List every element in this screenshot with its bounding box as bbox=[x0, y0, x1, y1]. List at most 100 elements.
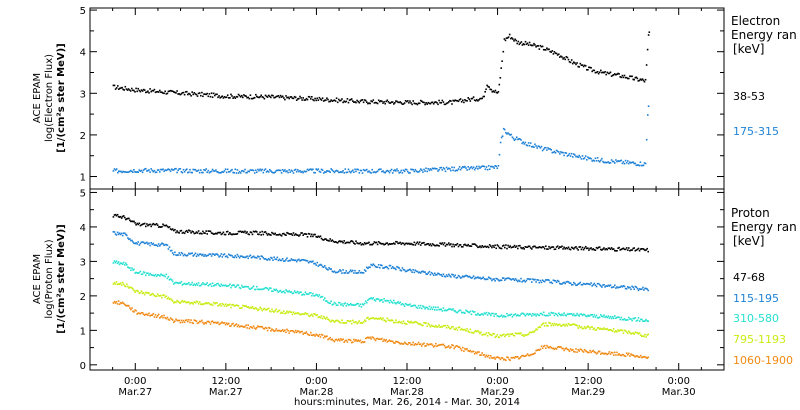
data-point bbox=[606, 285, 609, 287]
data-point bbox=[338, 171, 340, 174]
data-point bbox=[217, 96, 219, 99]
data-point bbox=[627, 332, 629, 335]
data-point bbox=[114, 283, 117, 285]
data-point bbox=[605, 315, 607, 318]
data-point bbox=[608, 162, 611, 164]
data-point bbox=[446, 309, 449, 311]
data-point bbox=[588, 66, 590, 69]
data-point bbox=[214, 233, 216, 235]
data-point bbox=[499, 334, 502, 336]
data-point bbox=[256, 285, 258, 288]
data-point bbox=[410, 269, 412, 272]
data-point bbox=[283, 260, 285, 262]
data-point bbox=[532, 278, 534, 280]
data-point bbox=[528, 41, 531, 44]
data-point bbox=[480, 97, 482, 100]
data-point bbox=[156, 274, 159, 276]
data-point bbox=[215, 284, 217, 286]
data-point bbox=[467, 350, 469, 352]
data-point bbox=[397, 170, 399, 172]
data-point bbox=[260, 234, 262, 236]
data-point bbox=[418, 102, 421, 105]
data-point bbox=[533, 146, 535, 148]
data-point bbox=[122, 302, 125, 305]
data-point bbox=[459, 168, 462, 171]
data-point bbox=[520, 313, 522, 316]
data-point bbox=[502, 50, 505, 53]
data-point bbox=[514, 138, 517, 140]
data-point bbox=[430, 244, 433, 247]
data-point bbox=[275, 234, 278, 236]
data-point bbox=[541, 45, 544, 48]
data-point bbox=[562, 347, 564, 350]
data-point bbox=[170, 168, 173, 170]
data-point bbox=[411, 322, 413, 324]
data-point bbox=[434, 272, 436, 275]
data-point bbox=[146, 313, 148, 316]
data-point bbox=[577, 314, 579, 316]
data-point bbox=[452, 169, 454, 172]
data-point bbox=[632, 161, 634, 163]
data-point bbox=[183, 282, 186, 285]
data-point bbox=[550, 346, 552, 349]
data-point bbox=[560, 55, 562, 57]
data-point bbox=[206, 171, 208, 174]
data-point bbox=[581, 284, 584, 286]
data-point bbox=[437, 306, 439, 309]
data-point bbox=[622, 161, 625, 163]
data-point bbox=[368, 298, 370, 300]
data-point bbox=[548, 48, 550, 50]
data-point bbox=[306, 333, 309, 335]
data-point bbox=[505, 359, 507, 362]
data-point bbox=[624, 355, 627, 357]
data-point bbox=[560, 325, 562, 327]
data-point bbox=[615, 250, 617, 252]
data-point bbox=[414, 269, 417, 271]
data-point bbox=[141, 90, 144, 92]
data-point bbox=[388, 339, 391, 341]
data-point bbox=[210, 170, 213, 173]
data-point bbox=[498, 246, 501, 249]
data-point bbox=[330, 99, 332, 101]
data-point bbox=[515, 136, 518, 138]
data-point bbox=[114, 88, 117, 90]
data-point bbox=[625, 247, 628, 249]
data-point bbox=[355, 170, 357, 173]
data-point bbox=[589, 157, 591, 159]
data-point bbox=[520, 356, 522, 358]
data-point bbox=[274, 329, 276, 332]
data-point bbox=[345, 171, 348, 174]
data-point bbox=[432, 325, 435, 328]
data-point bbox=[619, 318, 621, 321]
data-point bbox=[324, 297, 326, 299]
data-point bbox=[248, 170, 251, 173]
data-point bbox=[141, 171, 144, 174]
data-point bbox=[248, 287, 251, 290]
data-point bbox=[153, 244, 156, 246]
data-point bbox=[317, 168, 320, 170]
data-point bbox=[551, 246, 554, 248]
data-point bbox=[577, 156, 579, 159]
data-point bbox=[377, 298, 380, 301]
data-point bbox=[632, 317, 634, 320]
data-point bbox=[142, 169, 145, 171]
data-point bbox=[203, 283, 205, 285]
data-point bbox=[206, 282, 208, 284]
data-point bbox=[567, 281, 570, 283]
data-point bbox=[117, 300, 120, 302]
data-point bbox=[563, 246, 565, 249]
data-point bbox=[529, 278, 532, 280]
data-point bbox=[449, 244, 451, 246]
data-point bbox=[175, 281, 177, 284]
data-point bbox=[463, 350, 465, 352]
data-point bbox=[324, 99, 326, 102]
data-point bbox=[338, 320, 340, 323]
data-point bbox=[466, 275, 468, 277]
data-point bbox=[441, 343, 444, 346]
data-point bbox=[343, 272, 345, 274]
data-point bbox=[117, 215, 120, 218]
data-point bbox=[542, 280, 545, 282]
data-point bbox=[423, 342, 425, 345]
data-point bbox=[355, 240, 357, 242]
data-point bbox=[507, 244, 509, 247]
